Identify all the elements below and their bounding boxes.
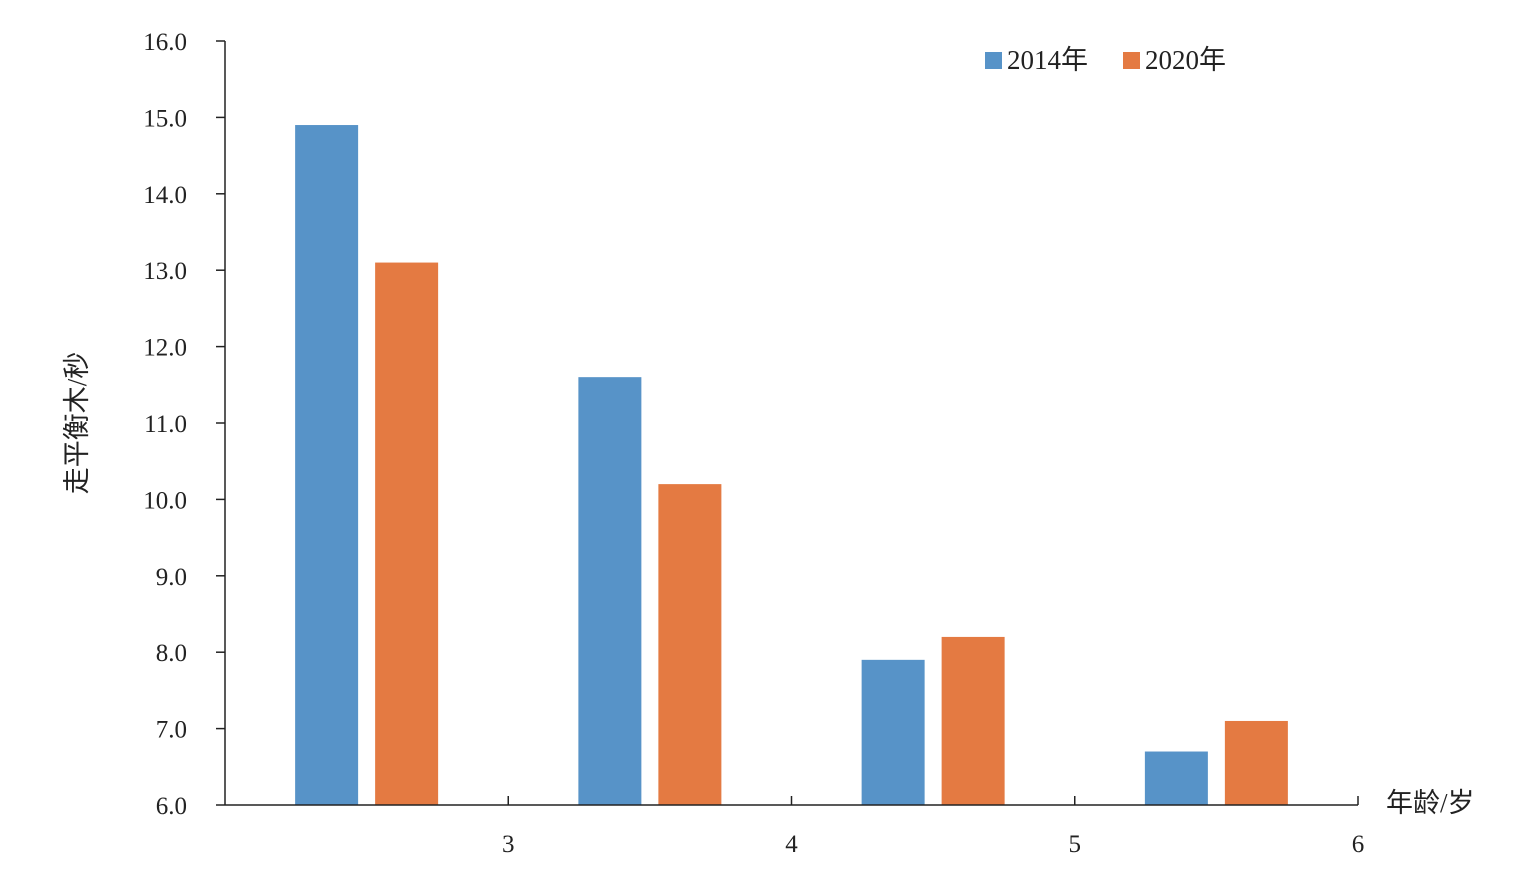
- y-tick-label: 7.0: [156, 717, 187, 744]
- bar-2020年-5: [941, 636, 1005, 805]
- legend: 2014年 2020年: [985, 45, 1226, 75]
- y-tick-label: 15.0: [143, 105, 187, 132]
- x-tick-label: 4: [785, 831, 798, 858]
- x-ticks-group: 3 4 5 6: [502, 796, 1364, 858]
- x-tick-label: 5: [1069, 831, 1082, 858]
- y-tick-label: 14.0: [143, 182, 187, 209]
- bar-2014年-5: [861, 659, 925, 805]
- y-axis-title: 走平衡木/秒: [62, 352, 92, 495]
- y-tick-label: 8.0: [156, 640, 187, 667]
- y-tick-label: 6.0: [156, 793, 187, 820]
- bar-2020年-3: [375, 262, 439, 805]
- x-tick-label: 3: [502, 831, 515, 858]
- y-ticks-group: 6.0 7.0 8.0 9.0 10.0 11.0 12.0 13.0 14.0 15.0 16.0: [143, 29, 225, 820]
- y-tick-label: 10.0: [143, 487, 187, 514]
- x-tick-label: 6: [1352, 831, 1365, 858]
- legend-swatch: [985, 52, 1002, 69]
- bar-2020年-4: [658, 484, 722, 805]
- x-axis-title: 年龄/岁: [1386, 788, 1475, 818]
- y-tick-label: 12.0: [143, 335, 187, 362]
- legend-swatch: [1123, 52, 1140, 69]
- y-tick-label: 11.0: [144, 411, 187, 438]
- y-tick-label: 13.0: [143, 258, 187, 285]
- bar-2014年-3: [295, 125, 359, 806]
- y-tick-label: 16.0: [143, 29, 187, 56]
- y-tick-label: 9.0: [156, 564, 187, 591]
- bar-2014年-6: [1144, 751, 1208, 805]
- legend-label: 2014年: [1007, 45, 1088, 75]
- legend-label: 2020年: [1145, 45, 1226, 75]
- bars-group: [295, 125, 1288, 806]
- bar-2014年-4: [578, 377, 642, 805]
- bar-2020年-6: [1224, 720, 1288, 805]
